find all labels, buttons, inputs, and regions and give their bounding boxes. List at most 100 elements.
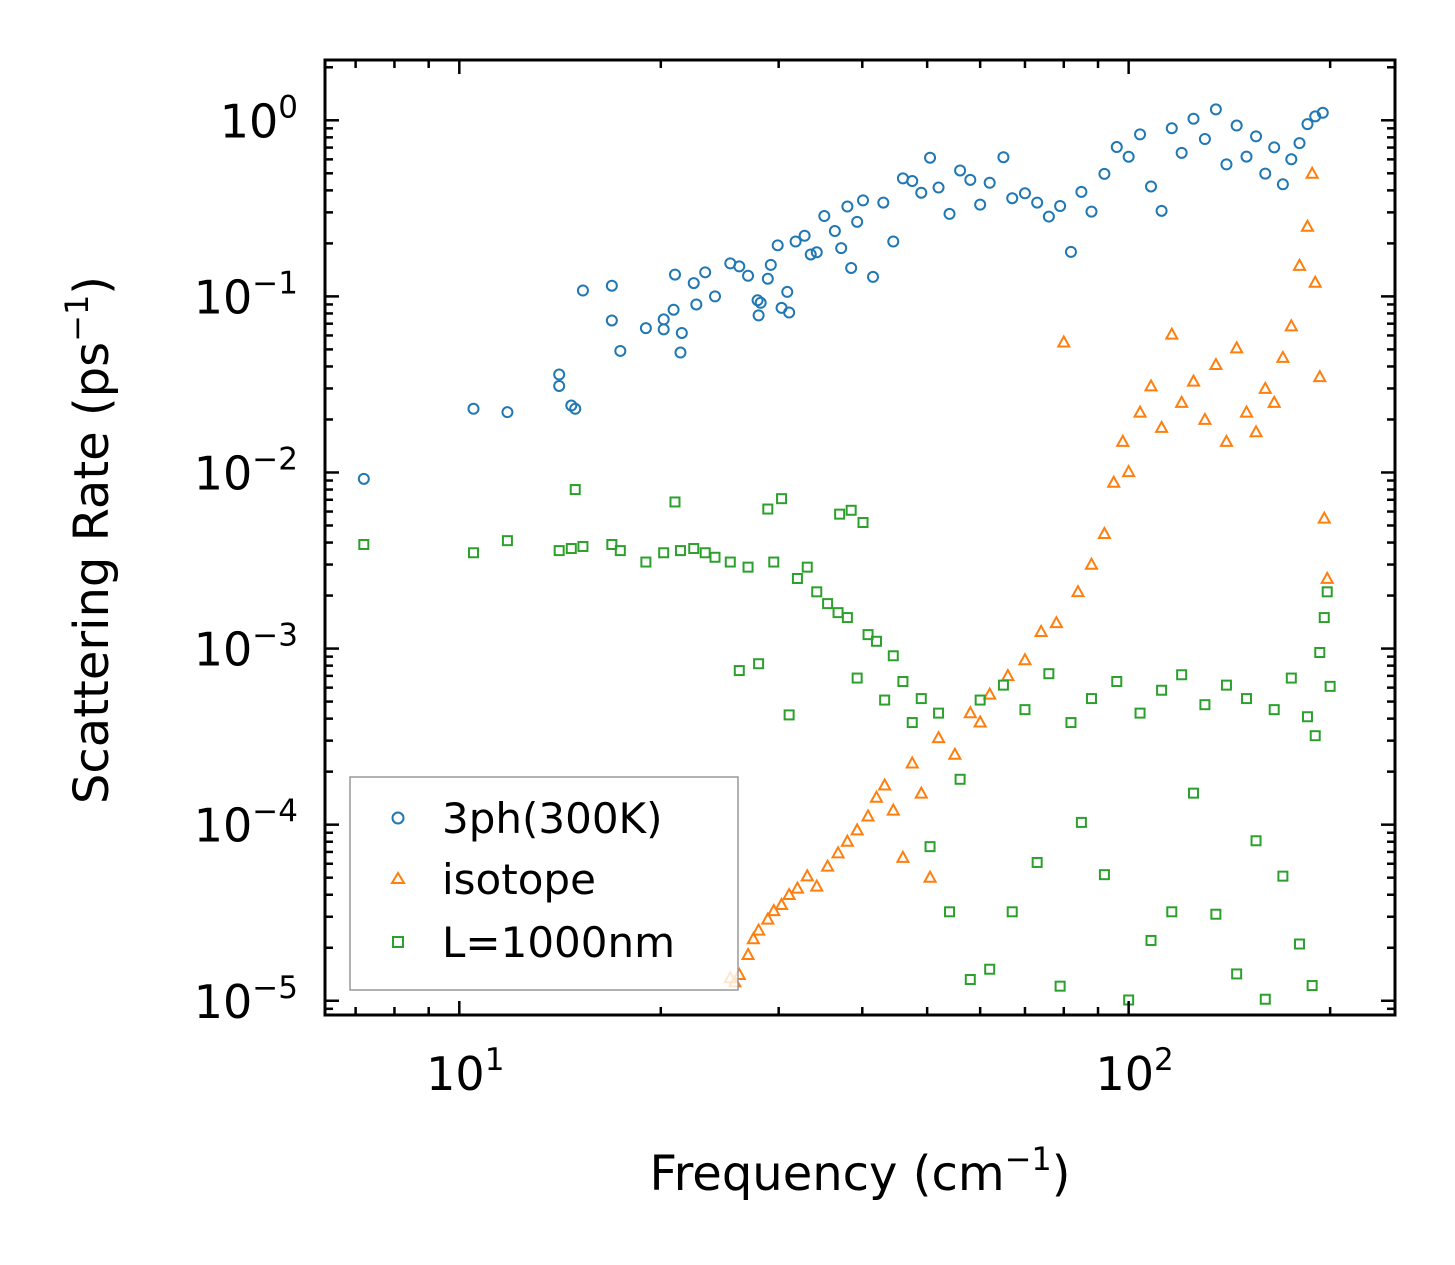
point-0-2 xyxy=(501,406,514,419)
point-0-37 xyxy=(810,246,823,259)
point-1-22 xyxy=(905,755,920,769)
point-1-57 xyxy=(1292,257,1307,271)
point-2-44 xyxy=(954,773,966,785)
point-0-57 xyxy=(983,176,996,189)
point-2-22 xyxy=(776,493,788,505)
point-1-25 xyxy=(931,730,946,744)
point-1-23 xyxy=(914,785,929,799)
point-2-16 xyxy=(724,556,736,568)
point-1-33 xyxy=(1049,615,1064,629)
point-1-21 xyxy=(895,849,911,863)
point-1-16 xyxy=(849,822,865,836)
legend-label-l1000nm: L=1000nm xyxy=(442,918,675,967)
point-1-55 xyxy=(1275,349,1291,363)
point-2-42 xyxy=(933,707,945,719)
point-0-51 xyxy=(924,151,937,164)
point-1-36 xyxy=(1084,556,1099,570)
point-0-23 xyxy=(733,260,746,273)
point-0-21 xyxy=(709,290,722,303)
point-2-45 xyxy=(964,974,976,986)
point-0-72 xyxy=(1155,204,1168,217)
point-2-65 xyxy=(1188,787,1200,799)
point-1-31 xyxy=(1017,652,1033,666)
point-1-47 xyxy=(1197,411,1213,425)
point-0-17 xyxy=(675,326,688,339)
point-2-10 xyxy=(658,547,670,559)
axis-ticks xyxy=(325,60,1395,1015)
point-1-38 xyxy=(1106,474,1121,488)
legend-box xyxy=(349,776,739,991)
point-0-77 xyxy=(1209,103,1222,116)
point-0-89 xyxy=(1316,106,1329,119)
point-0-66 xyxy=(1085,205,1098,218)
point-2-0 xyxy=(358,538,370,550)
point-2-73 xyxy=(1268,704,1280,716)
point-2-27 xyxy=(822,598,834,610)
point-1-56 xyxy=(1284,318,1299,332)
point-1-61 xyxy=(1312,369,1327,383)
point-1-27 xyxy=(963,705,978,719)
point-1-53 xyxy=(1258,380,1273,394)
point-2-34 xyxy=(862,629,874,641)
point-2-62 xyxy=(1156,684,1168,696)
point-2-82 xyxy=(1321,586,1333,598)
point-0-52 xyxy=(932,181,945,194)
point-2-77 xyxy=(1301,711,1313,723)
point-0-82 xyxy=(1259,167,1272,180)
point-0-83 xyxy=(1268,141,1281,154)
point-0-3 xyxy=(553,368,566,381)
point-0-24 xyxy=(742,269,755,282)
point-2-33 xyxy=(857,516,869,528)
point-0-86 xyxy=(1293,137,1306,150)
point-0-32 xyxy=(781,285,794,298)
point-2-2 xyxy=(501,535,513,547)
point-0-28 xyxy=(761,272,774,285)
point-1-11 xyxy=(800,868,815,882)
point-1-35 xyxy=(1070,584,1086,598)
point-2-68 xyxy=(1220,679,1232,691)
point-2-41 xyxy=(924,841,936,853)
point-0-19 xyxy=(690,298,703,311)
point-2-63 xyxy=(1166,906,1178,918)
point-0-87 xyxy=(1301,118,1314,131)
point-2-53 xyxy=(1054,980,1066,992)
point-0-67 xyxy=(1098,167,1111,180)
point-0-63 xyxy=(1054,200,1067,213)
point-2-69 xyxy=(1231,968,1243,980)
x-tick-label: 101 xyxy=(426,1042,504,1101)
point-1-5 xyxy=(751,922,766,936)
y-tick-label: 10−3 xyxy=(194,618,298,677)
point-1-50 xyxy=(1229,340,1244,354)
point-0-20 xyxy=(699,266,712,279)
point-2-81 xyxy=(1318,612,1330,624)
point-2-25 xyxy=(801,561,813,573)
point-0-13 xyxy=(657,313,670,326)
point-2-31 xyxy=(845,504,857,516)
point-0-78 xyxy=(1220,158,1233,171)
legend-marker-triangle xyxy=(390,871,406,884)
point-0-45 xyxy=(866,270,879,283)
point-1-19 xyxy=(877,777,892,791)
legend-marker-square xyxy=(392,936,404,948)
point-2-83 xyxy=(1324,680,1336,692)
point-1-45 xyxy=(1174,394,1189,408)
y-axis-label: Scattering Rate (ps−1) xyxy=(58,276,120,804)
point-1-40 xyxy=(1121,463,1136,478)
point-2-40 xyxy=(915,693,927,705)
point-0-80 xyxy=(1240,150,1253,163)
point-2-21 xyxy=(768,556,780,568)
point-0-84 xyxy=(1276,178,1289,191)
point-1-12 xyxy=(809,878,824,892)
point-0-0 xyxy=(357,472,370,485)
point-1-41 xyxy=(1132,404,1148,418)
legend-entry-3ph: 3ph(300K) xyxy=(391,794,662,843)
point-0-42 xyxy=(845,261,858,274)
point-2-70 xyxy=(1241,693,1253,705)
point-1-15 xyxy=(840,833,855,847)
x-axis-label: Frequency (cm−1) xyxy=(649,1140,1070,1202)
y-tick-label: 100 xyxy=(220,89,298,148)
point-2-11 xyxy=(669,496,681,508)
point-2-20 xyxy=(762,503,774,515)
point-1-62 xyxy=(1317,510,1332,524)
point-1-48 xyxy=(1208,356,1224,371)
